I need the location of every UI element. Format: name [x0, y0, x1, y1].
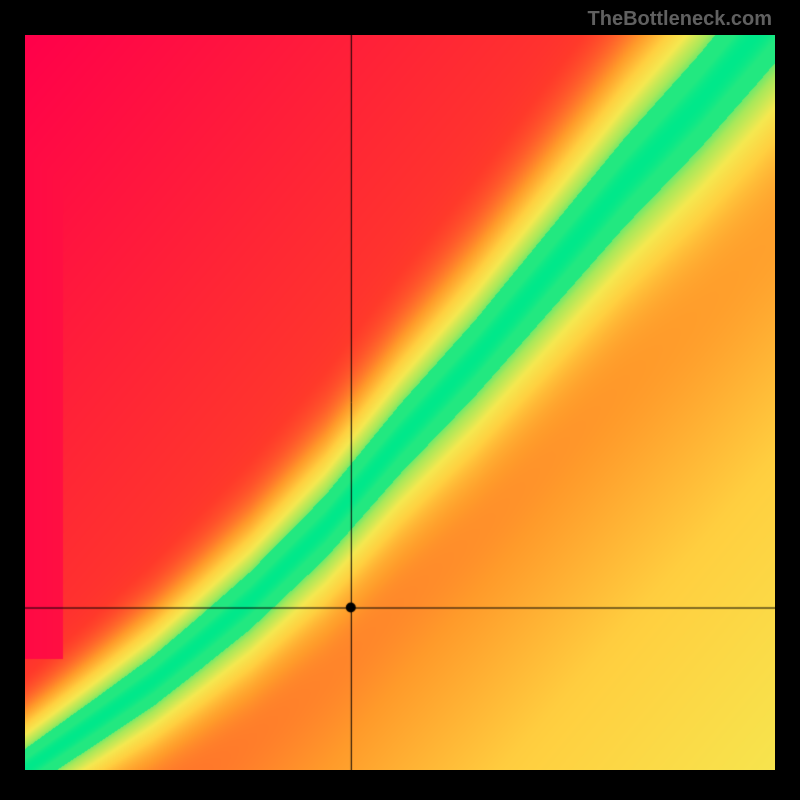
watermark-text: TheBottleneck.com — [588, 8, 772, 31]
chart-container: TheBottleneck.com — [0, 0, 800, 800]
heatmap-plot — [25, 35, 775, 770]
heatmap-canvas — [25, 35, 775, 770]
